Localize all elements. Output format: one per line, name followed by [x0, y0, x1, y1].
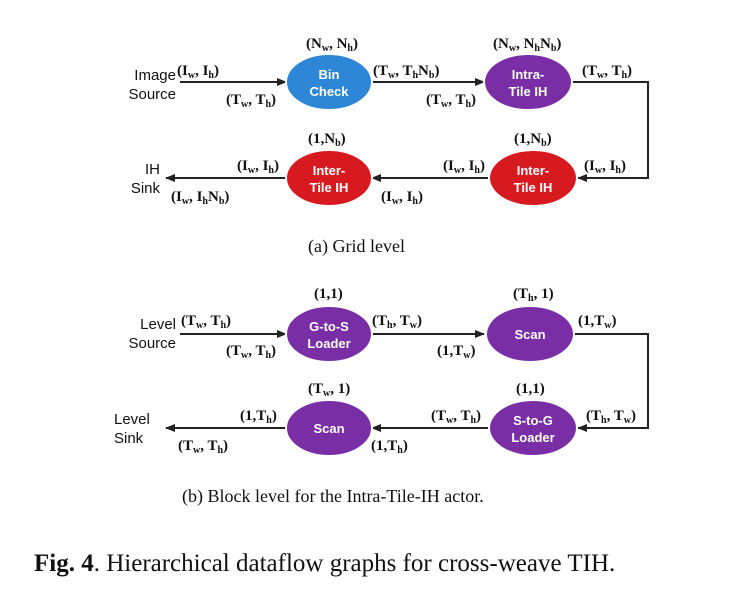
- label-sink-in: (Iw, IhNb): [171, 189, 230, 207]
- block-level-caption: (b) Block level for the Intra-Tile-IH ac…: [182, 486, 484, 506]
- rate-bin-check: (Nw, Nh): [306, 36, 358, 54]
- grid-ih-sink-label: IH Sink: [130, 161, 160, 197]
- node-gtos-text: G-to-S Loader: [307, 319, 351, 351]
- label-inter-left-out: (Iw, Ih): [237, 158, 279, 176]
- block-label-gtos-in: (Tw, Th): [226, 343, 277, 361]
- node-bin-check: [285, 53, 373, 111]
- node-scan-right: [485, 305, 575, 363]
- rate-inter-tile-left: (1,Nb): [308, 131, 346, 149]
- grid-image-source-label: Image Source: [128, 67, 176, 103]
- node-inter-tile-ih-left: [285, 149, 373, 207]
- figure-caption: Fig. 4. Hierarchical dataflow graphs for…: [34, 550, 615, 578]
- node-intra-tile-text: Intra- Tile IH: [508, 67, 548, 99]
- label-inter-right-out: (Iw, Ih): [443, 158, 485, 176]
- block-label-scan-left-in: (1,Th): [371, 438, 408, 456]
- label-bin-in: (Tw, Th): [226, 92, 277, 110]
- grid-level-caption: (a) Grid level: [308, 236, 405, 256]
- block-label-source-out: (Tw, Th): [181, 313, 232, 331]
- rate-gtos: (1,1): [314, 286, 343, 302]
- block-label-scan-right-in: (1,Tw): [437, 343, 476, 361]
- label-intra-out: (Tw, Th): [582, 63, 633, 81]
- node-scan-left: [285, 399, 373, 457]
- node-intra-tile-ih: [483, 53, 573, 111]
- node-inter-tile-left-text: Inter- Tile IH: [309, 163, 349, 195]
- rate-scan-left: (Tw, 1): [308, 381, 351, 399]
- block-label-gtos-out: (Th, Tw): [372, 313, 423, 331]
- rate-inter-tile-right: (1,Nb): [514, 131, 552, 149]
- block-label-stog-in: (Th, Tw): [586, 408, 637, 426]
- label-intra-in: (Tw, Th): [426, 92, 477, 110]
- rate-scan-right: (Th, 1): [513, 286, 554, 304]
- block-label-stog-out: (Tw, Th): [431, 408, 482, 426]
- grid-level-diagram: [165, 53, 649, 207]
- figure-caption-text: . Hierarchical dataflow graphs for cross…: [93, 550, 616, 577]
- node-inter-tile-right-text: Inter- Tile IH: [513, 163, 553, 195]
- node-inter-tile-ih-right: [488, 149, 578, 207]
- label-bin-out: (Tw, ThNb): [373, 63, 440, 81]
- node-stog-text: S-to-G Loader: [511, 413, 555, 445]
- edge-scan-to-stog: [574, 333, 649, 432]
- rate-intra-tile: (Nw, NhNb): [493, 36, 562, 54]
- label-source-out: (Iw, Ih): [177, 63, 219, 81]
- edge-intratile-to-intertile: [572, 81, 649, 182]
- rate-stog: (1,1): [516, 381, 545, 397]
- node-scan-right-text: Scan: [514, 327, 546, 342]
- figure-number: Fig. 4: [34, 550, 94, 577]
- node-scan-left-text: Scan: [313, 421, 345, 436]
- block-label-sink-in: (Tw, Th): [178, 438, 229, 456]
- block-label-scan-right-out: (1,Tw): [578, 313, 617, 331]
- node-bin-check-text: Bin Check: [309, 67, 349, 99]
- label-inter-right-in: (Iw, Ih): [584, 158, 626, 176]
- block-label-scan-left-out: (1,Th): [240, 408, 277, 426]
- block-level-sink-label: Level Sink: [114, 411, 150, 447]
- label-inter-left-in: (Iw, Ih): [381, 189, 423, 207]
- block-level-source-label: Level Source: [128, 316, 176, 352]
- node-s-to-g-loader: [488, 399, 578, 457]
- block-level-diagram: [165, 305, 649, 457]
- node-g-to-s-loader: [285, 305, 373, 363]
